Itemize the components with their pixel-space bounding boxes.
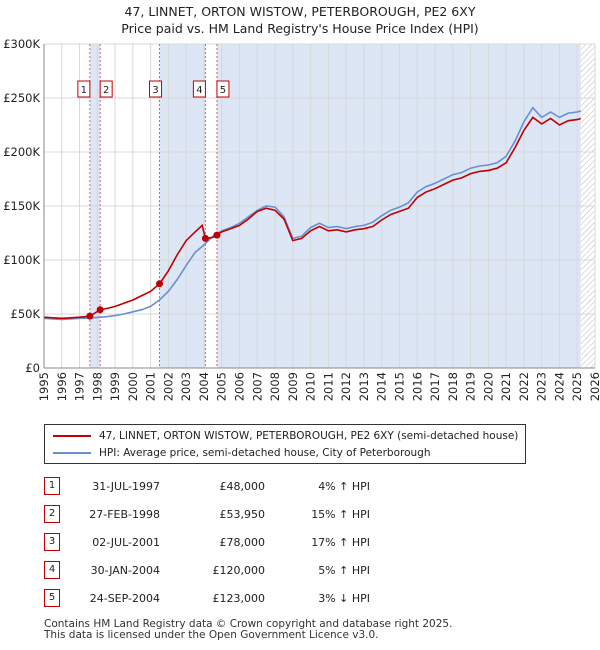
sale-label-border <box>216 80 230 98</box>
table-row: 1 31-JUL-1997 £48,000 4% ↑ HPI <box>0 476 600 500</box>
x-tick-label: 2012 <box>339 372 353 401</box>
sale-point <box>213 231 221 239</box>
footer-license: This data is licensed under the Open Gov… <box>44 629 379 641</box>
row-date: 27-FEB-1998 <box>89 508 160 521</box>
x-tick-label: 2009 <box>286 372 300 401</box>
legend-price: 47, LINNET, ORTON WISTOW, PETERBOROUGH, … <box>53 428 518 444</box>
y-tick-label: £150K <box>3 199 40 213</box>
row-price: £120,000 <box>212 564 266 577</box>
legend-hpi: HPI: Average price, semi-detached house,… <box>53 445 431 461</box>
x-tick-label: 2021 <box>499 372 513 401</box>
x-tick-label: 2013 <box>357 372 371 401</box>
x-tick-label: 2015 <box>392 372 406 401</box>
y-tick-label: £300K <box>3 37 40 51</box>
x-tick-label: 2017 <box>428 372 442 401</box>
sale-label-number: 4 <box>196 85 202 96</box>
sale-point <box>201 234 209 242</box>
row-hpi: 4% ↑ HPI <box>318 480 370 493</box>
sale-label-box: 1 <box>77 80 91 98</box>
x-tick-label: 2004 <box>197 372 211 401</box>
sale-label-box: 4 <box>192 80 206 98</box>
row-date: 30-JAN-2004 <box>90 564 160 577</box>
legend-hpi-label: HPI: Average price, semi-detached house,… <box>99 447 431 459</box>
x-tick-label: 2016 <box>410 372 424 401</box>
row-hpi: 17% ↑ HPI <box>311 536 370 549</box>
sale-point <box>86 312 94 320</box>
sale-label-border <box>99 80 113 98</box>
x-tick-label: 2023 <box>535 372 549 401</box>
row-price: £123,000 <box>212 592 266 605</box>
x-tick-label: 2007 <box>250 372 264 401</box>
row-number-badge: 5 <box>44 589 60 607</box>
row-number-badge: 3 <box>44 533 60 551</box>
legend-hpi-swatch <box>53 452 91 454</box>
y-tick-label: £250K <box>3 91 40 105</box>
sale-label-number: 1 <box>81 85 87 96</box>
x-tick-label: 2011 <box>321 372 335 401</box>
x-tick-label: 1995 <box>37 372 51 401</box>
x-tick-label: 2003 <box>179 372 193 401</box>
row-date: 02-JUL-2001 <box>92 536 160 549</box>
x-tick-label: 2010 <box>304 372 318 401</box>
y-tick-label: £50K <box>11 307 41 321</box>
row-hpi: 3% ↓ HPI <box>318 592 370 605</box>
sale-label-number: 2 <box>103 85 109 96</box>
x-tick-label: 2001 <box>144 372 158 401</box>
sale-label-box: 3 <box>149 80 163 98</box>
row-hpi: 15% ↑ HPI <box>311 508 370 521</box>
row-price: £53,950 <box>219 508 266 521</box>
x-tick-label: 2002 <box>161 372 175 401</box>
y-tick-label: £100K <box>3 253 40 267</box>
sale-label-box: 2 <box>99 80 113 98</box>
x-tick-label: 2022 <box>517 372 531 401</box>
legend-price-label: 47, LINNET, ORTON WISTOW, PETERBOROUGH, … <box>99 430 519 442</box>
x-tick-label: 2018 <box>446 372 460 401</box>
row-number-badge: 4 <box>44 561 60 579</box>
x-tick-label: 2020 <box>481 372 495 401</box>
x-tick-label: 2006 <box>233 372 247 401</box>
legend: 47, LINNET, ORTON WISTOW, PETERBOROUGH, … <box>44 424 526 464</box>
row-hpi: 5% ↑ HPI <box>318 564 370 577</box>
x-tick-label: 2008 <box>268 372 282 401</box>
table-row: 5 24-SEP-2004 £123,000 3% ↓ HPI <box>0 588 600 612</box>
sale-label-number: 3 <box>152 85 158 96</box>
hpi-line <box>43 106 582 321</box>
x-tick-label: 1996 <box>55 372 69 401</box>
x-tick-label: 2024 <box>552 372 566 401</box>
x-tick-label: 1999 <box>108 372 122 401</box>
sale-point <box>156 280 164 288</box>
price-chart: 1 2 3 4 5 £0 £50K £100K £150K £200K £250K £300K 1995… <box>3 37 600 401</box>
sale-label-number: 5 <box>220 85 226 96</box>
y-tick-label: £200K <box>3 145 40 159</box>
sale-label-border <box>77 80 91 98</box>
legend-price-swatch <box>53 435 91 437</box>
chart-subtitle: Price paid vs. HM Land Registry's House … <box>121 21 479 36</box>
x-tick-label: 2014 <box>375 372 389 401</box>
x-tick-label: 2005 <box>215 372 229 401</box>
row-number-badge: 2 <box>44 505 60 523</box>
chart-title: 47, LINNET, ORTON WISTOW, PETERBOROUGH, … <box>124 4 476 19</box>
row-price: £78,000 <box>219 536 266 549</box>
footer-copyright: Contains HM Land Registry data © Crown c… <box>44 618 453 630</box>
x-tick-label: 2026 <box>588 372 600 401</box>
sale-label-border <box>192 80 206 98</box>
x-tick-label: 2019 <box>464 372 478 401</box>
row-price: £48,000 <box>219 480 266 493</box>
row-date: 31-JUL-1997 <box>92 480 160 493</box>
table-row: 3 02-JUL-2001 £78,000 17% ↑ HPI <box>0 532 600 556</box>
row-date: 24-SEP-2004 <box>89 592 160 605</box>
price-paid-line <box>43 116 582 320</box>
table-row: 4 30-JAN-2004 £120,000 5% ↑ HPI <box>0 560 600 584</box>
x-tick-label: 2025 <box>570 372 584 401</box>
row-number-badge: 1 <box>44 477 60 495</box>
table-row: 2 27-FEB-1998 £53,950 15% ↑ HPI <box>0 504 600 528</box>
y-tick-label: £0 <box>25 361 40 375</box>
x-tick-label: 1997 <box>73 372 87 401</box>
sale-label-border <box>149 80 163 98</box>
x-tick-label: 2000 <box>126 372 140 401</box>
footer: Contains HM Land Registry data © Crown c… <box>44 619 452 641</box>
x-tick-label: 1998 <box>90 372 104 401</box>
sale-point <box>96 306 104 314</box>
sale-label-box: 5 <box>216 80 230 98</box>
